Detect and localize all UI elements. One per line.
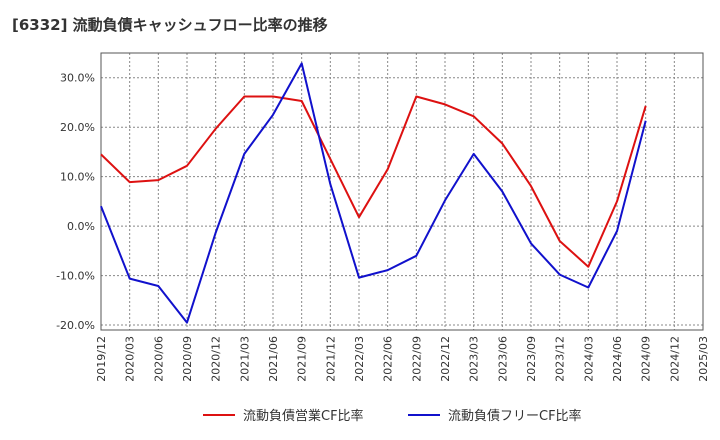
legend-label-1: 流動負債営業CF比率 [243, 408, 364, 424]
x-tick-label: 2020/06 [152, 336, 165, 382]
legend: 流動負債営業CF比率 流動負債フリーCF比率 [203, 408, 582, 424]
x-tick-label: 2024/06 [611, 336, 624, 382]
x-tick-label: 2021/09 [296, 336, 309, 382]
x-tick-label: 2021/12 [324, 336, 337, 382]
y-tick-label: -10.0% [56, 270, 95, 283]
x-tick-label: 2020/03 [124, 336, 137, 382]
x-tick-label: 2025/03 [697, 336, 710, 382]
x-tick-label: 2024/12 [668, 336, 681, 382]
legend-label-2: 流動負債フリーCF比率 [448, 408, 582, 424]
x-tick-label: 2022/09 [410, 336, 423, 382]
chart-title: [6332] 流動負債キャッシュフロー比率の推移 [12, 16, 328, 34]
series-lines [100, 62, 647, 324]
series-line-1 [100, 95, 647, 268]
x-tick-label: 2022/06 [382, 336, 395, 382]
x-tick-label: 2024/03 [582, 336, 595, 382]
x-axis: 2019/12 2020/03 2020/06 2020/09 2020/12 2021/… [95, 336, 710, 382]
x-tick-label: 2021/03 [238, 336, 251, 382]
y-tick-label: 10.0% [60, 171, 95, 184]
x-tick-label: 2023/06 [496, 336, 509, 382]
x-tick-label: 2021/06 [267, 336, 280, 382]
x-tick-label: 2023/12 [554, 336, 567, 382]
x-tick-label: 2022/12 [439, 336, 452, 382]
x-tick-label: 2020/12 [210, 336, 223, 382]
y-tick-label: 20.0% [60, 121, 95, 134]
plot-area [100, 52, 704, 331]
x-tick-label: 2023/09 [525, 336, 538, 382]
x-tick-label: 2022/03 [353, 336, 366, 382]
y-tick-label: 30.0% [60, 72, 95, 85]
y-tick-label: -20.0% [56, 319, 95, 332]
x-tick-label: 2023/03 [468, 336, 481, 382]
x-tick-label: 2020/09 [181, 336, 194, 382]
y-tick-label: 0.0% [67, 220, 95, 233]
x-tick-label: 2024/09 [640, 336, 653, 382]
grid [101, 53, 703, 330]
series-line-2 [100, 62, 647, 324]
x-tick-label: 2019/12 [95, 336, 108, 382]
y-axis: 30.0% 20.0% 10.0% 0.0% -10.0% -20.0% [56, 72, 95, 332]
